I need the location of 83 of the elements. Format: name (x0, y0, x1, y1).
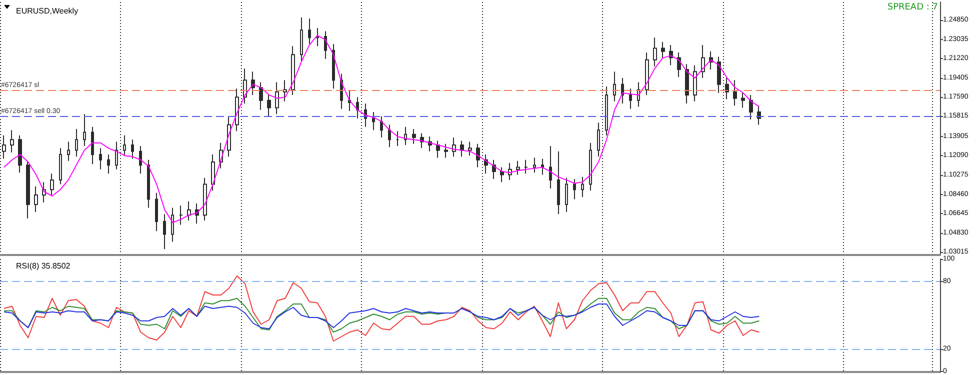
candlestick (645, 52, 649, 96)
candlestick (749, 94, 753, 120)
candlestick (34, 186, 38, 212)
line-series (4, 275, 760, 342)
candlestick (67, 141, 70, 162)
candlestick (605, 86, 608, 136)
candlestick (155, 192, 158, 232)
candlestick (701, 44, 705, 79)
chart-title: RSI(8) 35.8502 (16, 262, 71, 270)
candlestick (235, 88, 239, 132)
candlestick (621, 78, 624, 104)
candlestick (83, 114, 86, 147)
candlestick (308, 18, 311, 44)
candlestick (557, 150, 560, 215)
candlestick (693, 64, 697, 102)
annotation: SPREAD : 7 (887, 2, 938, 12)
candlestick (131, 139, 134, 160)
candlestick (332, 43, 335, 90)
candlestick (179, 205, 183, 226)
candlestick (26, 160, 30, 219)
candlestick (412, 128, 416, 144)
candlestick (444, 143, 448, 158)
candlestick (171, 207, 174, 242)
candlestick (75, 128, 78, 158)
candlestick (147, 159, 150, 208)
candlestick (468, 141, 472, 156)
candlestick (629, 88, 632, 110)
line-series (4, 304, 760, 330)
candlestick (123, 134, 126, 156)
candlestick (139, 146, 142, 174)
candlestick (733, 80, 737, 106)
candlestick (107, 154, 110, 174)
candlestick (18, 134, 22, 174)
candlestick (460, 140, 464, 158)
candlestick (356, 96, 359, 119)
candlestick (549, 146, 552, 190)
candlestick (316, 28, 319, 47)
text: EURUSD,Weekly (16, 6, 78, 16)
candlestick (115, 141, 118, 170)
candlestick (380, 116, 383, 138)
candlestick (677, 52, 681, 78)
candlestick (259, 82, 263, 110)
candlestick (757, 105, 761, 126)
candlestick (661, 41, 665, 60)
candlestick (685, 64, 689, 104)
candlestick (500, 166, 504, 183)
candlestick (613, 71, 616, 102)
candlestick (541, 158, 544, 176)
candlestick (267, 94, 271, 117)
candlestick (283, 80, 287, 102)
candlestick (388, 124, 391, 148)
candlestick (50, 173, 54, 196)
candlestick (203, 177, 207, 221)
candlestick (524, 159, 528, 174)
candlestick (275, 82, 279, 115)
candlestick (573, 178, 576, 200)
candlestick (91, 126, 94, 165)
candlestick (187, 200, 191, 221)
candlestick (717, 56, 721, 94)
candlestick (452, 137, 456, 158)
candlestick (211, 154, 215, 192)
candlestick (372, 112, 375, 131)
candlestick (597, 122, 600, 158)
candlestick (741, 92, 745, 108)
candlestick (669, 44, 673, 66)
candlestick (10, 130, 14, 153)
candlestick (300, 16, 303, 62)
candlestick (324, 30, 327, 60)
candlestick (396, 130, 399, 147)
candlestick (291, 46, 295, 96)
candlestick (476, 143, 480, 168)
candlestick (99, 148, 102, 170)
candlestick (59, 148, 62, 185)
candlestick (404, 126, 407, 146)
candlestick (436, 140, 440, 158)
candlestick (581, 176, 584, 198)
candlestick (589, 142, 592, 192)
candlestick (163, 214, 166, 250)
candlestick (348, 90, 351, 112)
candlestick (565, 177, 568, 212)
candlestick (653, 37, 657, 67)
candlestick (516, 160, 520, 176)
candlestick (533, 157, 536, 174)
